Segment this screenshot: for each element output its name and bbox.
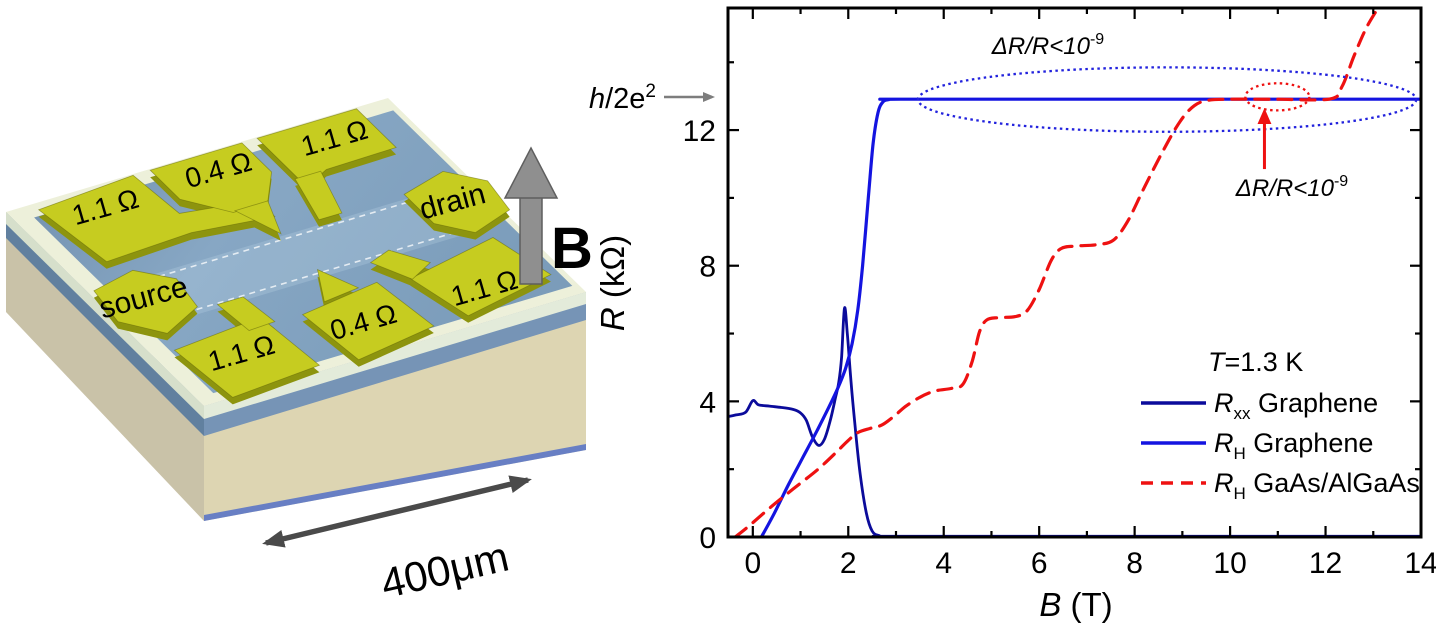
curve-rxx-graphene xyxy=(728,306,1421,537)
curve-rh-gaas-algaas xyxy=(733,8,1380,537)
y-tick-label: 4 xyxy=(699,386,716,419)
x-tick-label: 12 xyxy=(1309,547,1342,580)
scale-label: 400μm xyxy=(376,532,513,607)
contact-pad xyxy=(403,170,511,234)
chart-panel: 0 2 4 6 8 10 12 14 0 4 8 12 R (kΩ) B (T) h/2e2 ΔR/R… xyxy=(589,6,1436,623)
x-tick-label: 14 xyxy=(1404,547,1436,580)
y-tick-label: 0 xyxy=(699,522,716,555)
plateau-value-label: h/2e2 xyxy=(589,81,656,115)
contact-pad xyxy=(409,237,552,317)
legend-label-rxx-graphene: Rxx Graphene xyxy=(1214,388,1378,423)
contact-pad xyxy=(369,249,432,280)
blue-precision-note: ΔR/R<10-9 xyxy=(991,31,1104,60)
x-tick-label: 6 xyxy=(1031,547,1048,580)
precision-ellipse-blue xyxy=(916,66,1418,133)
legend: T=1.3 K Rxx Graphene RH Graphene RH GaAs… xyxy=(1141,347,1420,503)
x-axis-title: B (T) xyxy=(1039,586,1112,623)
legend-label-rh-graphene: RH Graphene xyxy=(1214,428,1373,463)
scale-bar-arrow xyxy=(262,475,532,548)
red-precision-note: ΔR/R<10-9 xyxy=(1235,173,1348,202)
contact-pad xyxy=(301,281,435,361)
device-geometry xyxy=(6,98,586,521)
substrate-left-face xyxy=(6,212,204,521)
contact-pad xyxy=(316,268,360,303)
contact-pad xyxy=(173,316,321,398)
contact-pad xyxy=(93,269,198,334)
x-tick-label: 0 xyxy=(744,547,761,580)
legend-temperature: T=1.3 K xyxy=(1208,347,1303,377)
glass-left-edge xyxy=(6,212,204,419)
precision-ellipse-red xyxy=(1244,82,1311,112)
x-tick-label: 4 xyxy=(935,547,952,580)
magnetic-field-arrow xyxy=(503,146,559,285)
field-label: B xyxy=(551,216,593,281)
hall-bar-channel xyxy=(119,185,494,326)
contact-pad xyxy=(233,200,282,235)
chart-geometry: 0 2 4 6 8 10 12 14 0 4 8 12 xyxy=(683,6,1436,580)
x-tick-label: 8 xyxy=(1126,547,1143,580)
legend-label-rh-gaas: RH GaAs/AlGaAs xyxy=(1214,468,1420,503)
plot-border xyxy=(726,6,1423,539)
y-tick-label: 12 xyxy=(683,115,716,148)
mesa-outline-dashed xyxy=(137,189,448,284)
y-tick-label: 8 xyxy=(699,251,716,284)
y-axis-title: R (kΩ) xyxy=(594,235,631,331)
x-tick-label: 10 xyxy=(1213,547,1246,580)
contact-pad xyxy=(216,296,276,331)
curve-rh-graphene xyxy=(759,97,1421,537)
glass-right-edge xyxy=(204,292,586,419)
contact-pad xyxy=(294,170,343,221)
x-tick-label: 2 xyxy=(840,547,857,580)
device-3d-render: 1.1 Ω 0.4 Ω 1.1 Ω drain source 1.1 Ω 0.4… xyxy=(6,98,593,607)
